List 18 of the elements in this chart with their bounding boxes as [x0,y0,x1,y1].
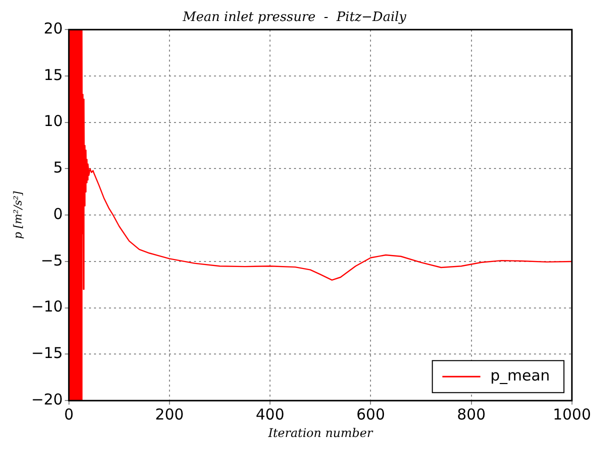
y-tick-label: 10 [44,112,63,130]
x-tick-label: 200 [155,405,184,424]
x-tick-label: 400 [256,405,284,424]
y-tick-label: 15 [44,66,63,84]
x-tick-label: 1000 [552,405,592,424]
x-tick-label: 800 [456,405,486,424]
y-tick-label: −5 [40,251,63,270]
y-tick-label: 5 [53,158,63,177]
y-tick-label: −10 [31,298,63,316]
x-axis-title: Iteration number [267,426,374,440]
y-tick-label: 0 [53,204,63,223]
y-tick-label: 20 [44,19,63,38]
legend-label: p_mean [490,366,550,384]
x-tick-label: 600 [356,405,386,424]
y-tick-label: −15 [31,344,63,362]
y-axis-title: p [m²/s²] [11,190,24,239]
y-tick-label: −20 [31,390,63,408]
chart-title: Mean inlet pressure - Pitz−Daily [182,10,407,26]
